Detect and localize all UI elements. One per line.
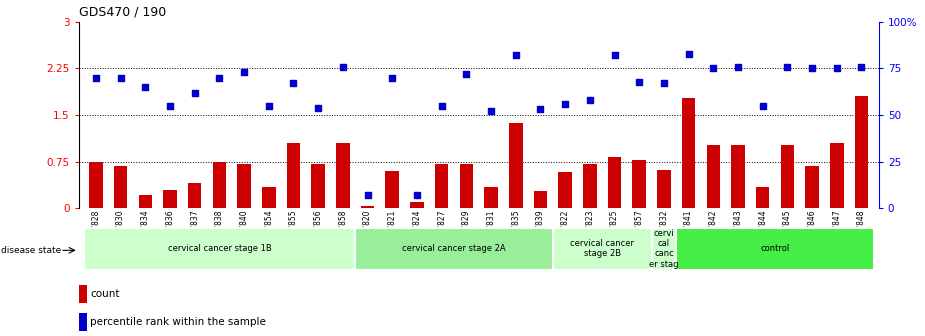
Bar — [608, 157, 622, 208]
Point — [830, 66, 845, 71]
Point — [731, 64, 746, 69]
Bar — [553, 228, 651, 269]
Point — [681, 51, 696, 56]
Bar — [79, 313, 87, 331]
Text: disease state: disease state — [1, 246, 61, 255]
Bar — [509, 123, 523, 208]
Bar — [657, 170, 671, 208]
Bar — [583, 164, 597, 208]
Bar — [114, 166, 128, 208]
Bar — [534, 191, 548, 208]
Bar — [89, 162, 103, 208]
Point — [558, 101, 573, 107]
Bar — [386, 171, 399, 208]
Bar — [287, 143, 301, 208]
Text: cervical cancer
stage 2B: cervical cancer stage 2B — [570, 239, 635, 258]
Bar — [676, 228, 874, 269]
Point — [509, 53, 524, 58]
Point — [706, 66, 721, 71]
Bar — [559, 172, 572, 208]
Point — [212, 75, 227, 81]
Point — [262, 103, 277, 109]
Text: GDS470 / 190: GDS470 / 190 — [79, 6, 166, 19]
Bar — [460, 164, 473, 208]
Bar — [213, 162, 227, 208]
Text: count: count — [91, 289, 119, 299]
Text: cervi
cal
canc
er stag: cervi cal canc er stag — [649, 228, 679, 269]
Bar — [139, 195, 152, 208]
Bar — [806, 166, 819, 208]
Point — [286, 81, 301, 86]
Point — [607, 53, 622, 58]
Point — [657, 81, 672, 86]
Bar — [731, 145, 745, 208]
Text: control: control — [760, 244, 790, 253]
Point — [138, 84, 153, 90]
Point — [484, 109, 499, 114]
Bar — [855, 96, 869, 208]
Bar — [238, 164, 251, 208]
Point — [533, 107, 548, 112]
Text: cervical cancer stage 2A: cervical cancer stage 2A — [402, 244, 506, 253]
Point — [583, 97, 598, 103]
Bar — [633, 160, 646, 208]
Bar — [830, 143, 844, 208]
Bar — [79, 285, 87, 303]
Bar — [435, 164, 449, 208]
Point — [187, 90, 202, 95]
Point — [311, 105, 326, 110]
Bar — [312, 164, 325, 208]
Point — [854, 64, 869, 69]
Point — [89, 75, 104, 81]
Bar — [707, 145, 720, 208]
Point — [163, 103, 178, 109]
Bar — [188, 183, 202, 208]
Point — [434, 103, 449, 109]
Point — [336, 64, 351, 69]
Point — [756, 103, 771, 109]
Bar — [336, 143, 350, 208]
Text: cervical cancer stage 1B: cervical cancer stage 1B — [167, 244, 271, 253]
Bar — [756, 186, 770, 208]
Bar — [361, 206, 375, 208]
Bar — [355, 228, 553, 269]
Point — [632, 79, 647, 84]
Point — [360, 193, 375, 198]
Bar — [410, 202, 424, 208]
Point — [805, 66, 820, 71]
Bar — [485, 186, 498, 208]
Text: percentile rank within the sample: percentile rank within the sample — [91, 317, 266, 327]
Bar — [651, 228, 676, 269]
Bar — [781, 145, 795, 208]
Point — [410, 193, 425, 198]
Bar — [163, 190, 177, 208]
Point — [113, 75, 128, 81]
Bar — [262, 186, 276, 208]
Point — [780, 64, 795, 69]
Point — [459, 71, 474, 77]
Point — [385, 75, 400, 81]
Bar — [682, 98, 696, 208]
Bar — [83, 228, 355, 269]
Point — [237, 70, 252, 75]
